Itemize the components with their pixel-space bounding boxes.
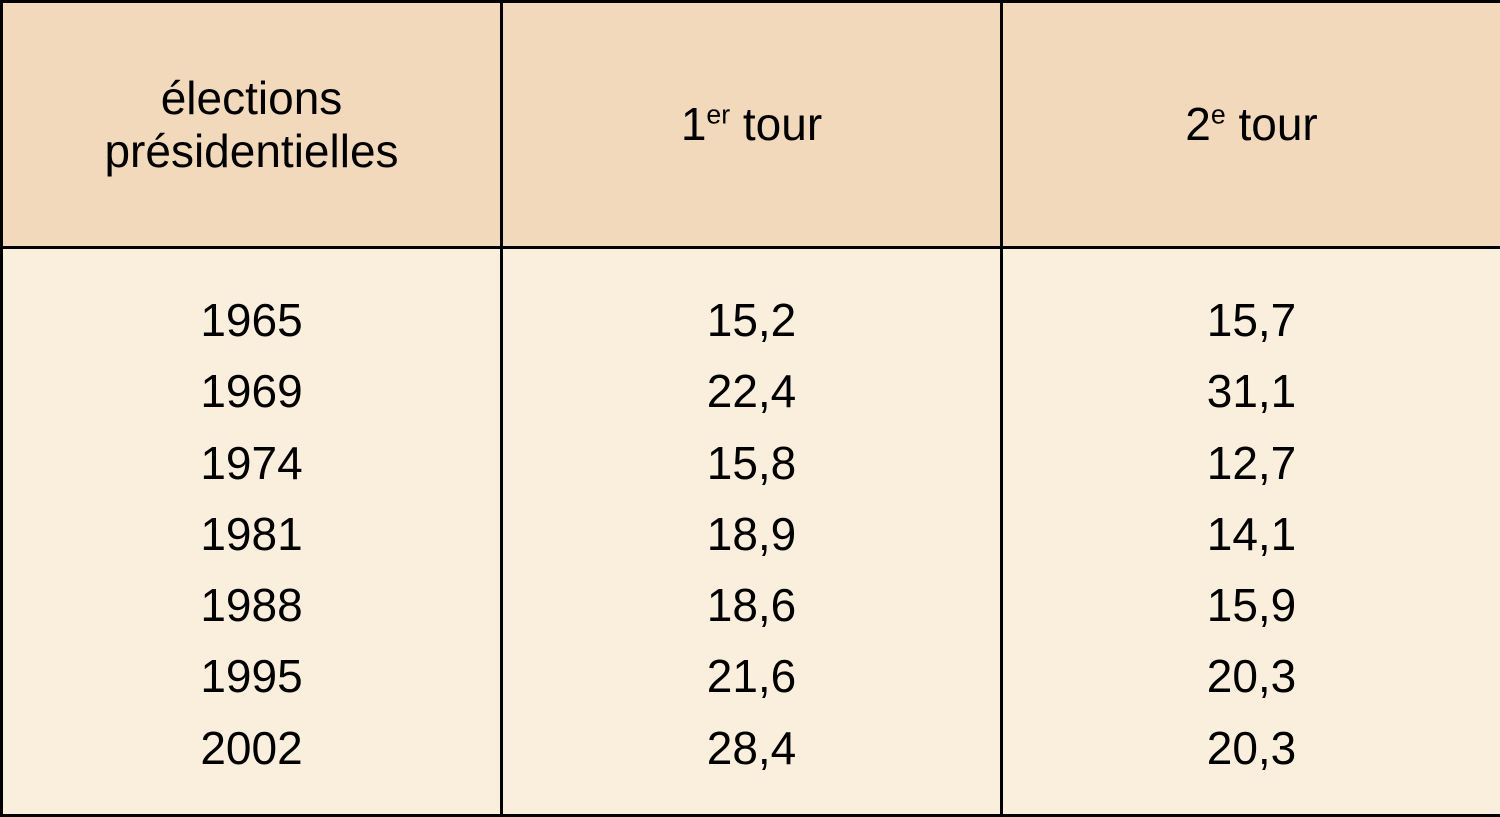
round1-list: 15,2 22,4 15,8 18,9 18,6 21,6 28,4 bbox=[513, 285, 990, 784]
round2-value: 15,9 bbox=[1207, 570, 1297, 641]
round1-value: 28,4 bbox=[707, 713, 797, 784]
table-header-row: électionsprésidentielles 1er tour 2e tou… bbox=[2, 2, 1500, 248]
round2-value: 31,1 bbox=[1207, 356, 1297, 427]
round2-list: 15,7 31,1 12,7 14,1 15,9 20,3 20,3 bbox=[1013, 285, 1490, 784]
round2-value: 20,3 bbox=[1207, 713, 1297, 784]
col-header-round1: 1er tour bbox=[502, 2, 1002, 248]
round2-value: 14,1 bbox=[1207, 499, 1297, 570]
years-list: 1965 1969 1974 1981 1988 1995 2002 bbox=[13, 285, 490, 784]
round1-value: 15,8 bbox=[707, 428, 797, 499]
cell-round2: 15,7 31,1 12,7 14,1 15,9 20,3 20,3 bbox=[1002, 248, 1500, 816]
round1-value: 18,9 bbox=[707, 499, 797, 570]
round2-value: 12,7 bbox=[1207, 428, 1297, 499]
year-value: 2002 bbox=[200, 713, 302, 784]
round1-value: 18,6 bbox=[707, 570, 797, 641]
year-value: 1981 bbox=[200, 499, 302, 570]
round2-value: 20,3 bbox=[1207, 641, 1297, 712]
col-header-elections: électionsprésidentielles bbox=[2, 2, 502, 248]
elections-table: électionsprésidentielles 1er tour 2e tou… bbox=[0, 0, 1500, 817]
year-value: 1995 bbox=[200, 641, 302, 712]
round1-value: 15,2 bbox=[707, 285, 797, 356]
col-header-round2: 2e tour bbox=[1002, 2, 1500, 248]
round2-value: 15,7 bbox=[1207, 285, 1297, 356]
year-value: 1974 bbox=[200, 428, 302, 499]
year-value: 1969 bbox=[200, 356, 302, 427]
year-value: 1965 bbox=[200, 285, 302, 356]
cell-round1: 15,2 22,4 15,8 18,9 18,6 21,6 28,4 bbox=[502, 248, 1002, 816]
table-body-row: 1965 1969 1974 1981 1988 1995 2002 15,2 … bbox=[2, 248, 1500, 816]
cell-years: 1965 1969 1974 1981 1988 1995 2002 bbox=[2, 248, 502, 816]
round1-value: 21,6 bbox=[707, 641, 797, 712]
round1-value: 22,4 bbox=[707, 356, 797, 427]
year-value: 1988 bbox=[200, 570, 302, 641]
